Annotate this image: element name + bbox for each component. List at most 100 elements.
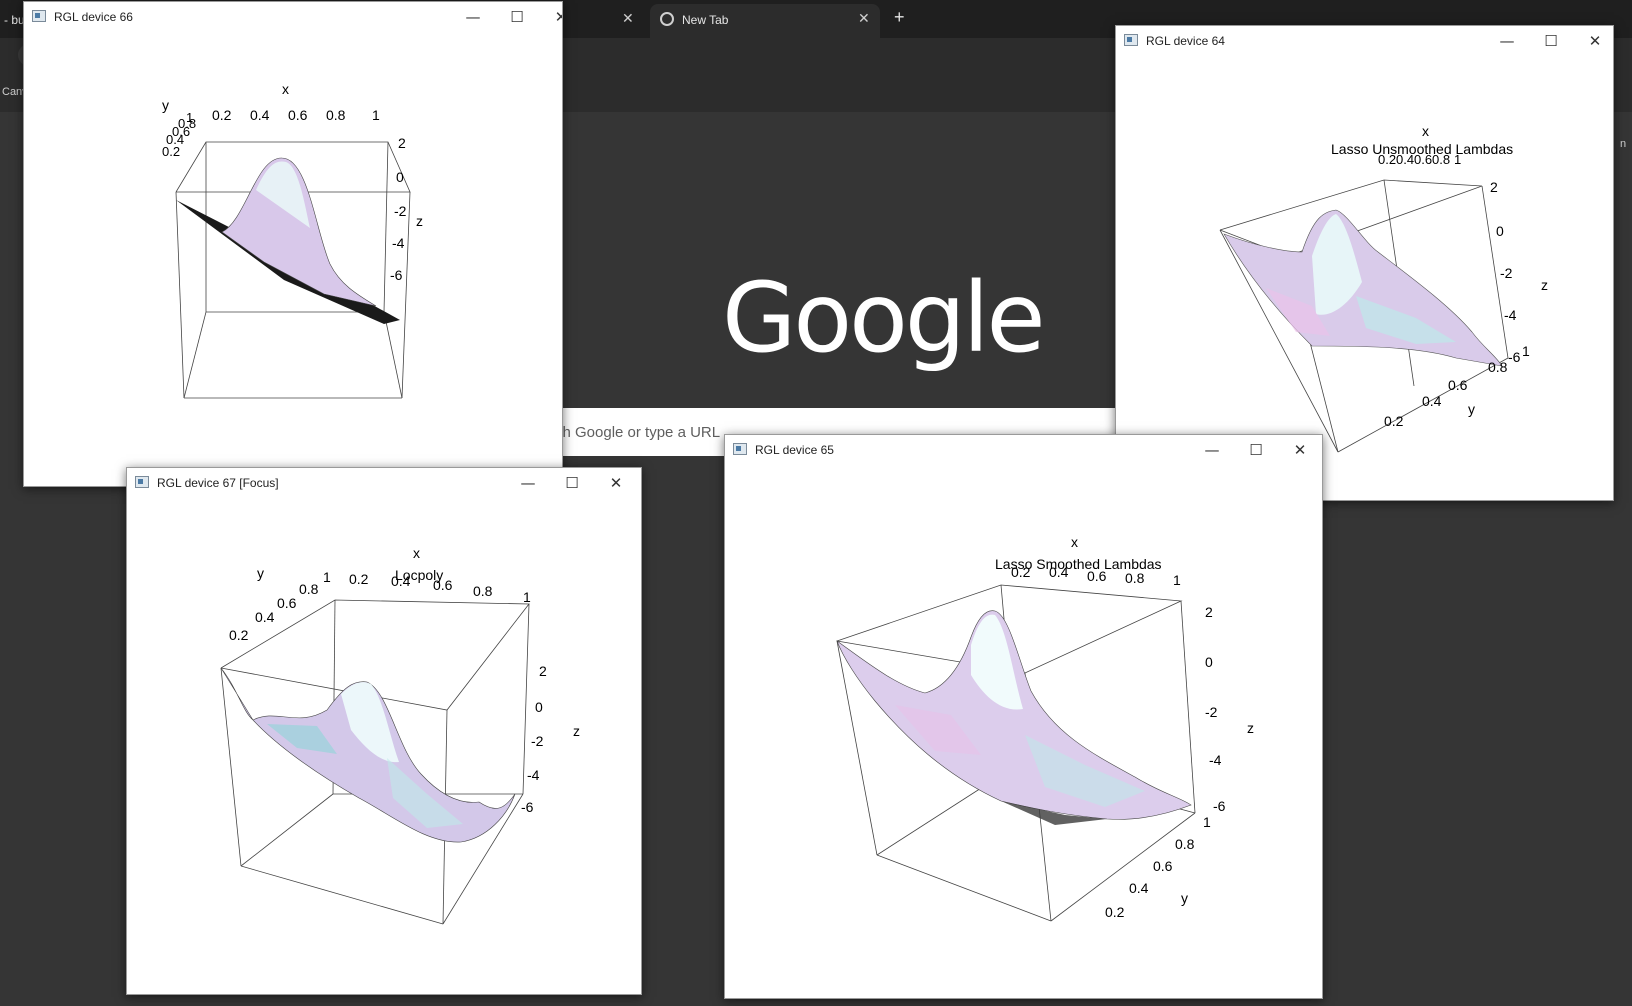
window-titlebar[interactable]: RGL device 66 — ☐ ✕ [24,2,562,32]
rgl-window-64[interactable]: RGL device 64 — ☐ ✕ Lasso Unsmoothed Lam… [1115,25,1614,501]
bounding-box [220,599,530,925]
y-tick-labels: 0.2 0.4 0.6 0.8 1 [229,569,331,643]
tab-hidden[interactable]: ✕ [560,4,634,38]
x-tick: 0.4 [250,107,270,123]
x-tick: 0.2 [349,571,369,587]
window-titlebar[interactable]: RGL device 67 [Focus] — ☐ ✕ [127,468,641,498]
new-tab-button[interactable]: + [890,4,914,38]
minimize-icon[interactable]: — [1499,32,1515,50]
close-icon[interactable]: ✕ [1293,441,1307,459]
window-title: RGL device 65 [755,443,834,457]
z-tick: -4 [527,767,540,783]
close-icon[interactable]: ✕ [609,474,623,492]
minimize-icon[interactable]: — [1204,441,1220,459]
y-tick: 0.8 [1175,836,1195,852]
rgl-app-icon [1124,34,1138,46]
surface-plot[interactable]: Lasso Unsmoothed Lambdas x y z 0.2 0.4 0… [1116,56,1613,500]
z-tick-labels: 2 0 -2 -4 -6 [390,135,407,283]
y-tick: 1 [1203,814,1211,830]
y-tick-labels: 0.2 0.4 0.6 0.8 1 [162,110,196,159]
close-icon[interactable]: ✕ [1588,32,1602,50]
x-tick: 0.2 [212,107,232,123]
plot-title: Lasso Unsmoothed Lambdas [1331,141,1513,157]
surface-plot[interactable]: Locpoly x y z 0.2 0.4 0.6 0.8 1 0.2 0.4 … [127,498,641,994]
window-title: RGL device 64 [1146,34,1225,48]
x-tick: 0.4 [1049,564,1069,580]
surface-plot[interactable]: Lasso Smoothed Lambdas x y z 0.2 0.4 0.6… [725,465,1322,998]
y-axis-label: y [257,565,264,581]
y-tick: 0.8 [178,116,196,131]
y-tick: 0.4 [166,132,184,147]
bookmark-item[interactable]: Canv [2,86,28,98]
x-tick: 1 [1173,572,1181,588]
maximize-icon[interactable]: ☐ [1249,441,1263,459]
z-tick: -2 [531,733,544,749]
minimize-icon[interactable]: — [520,474,536,492]
window-titlebar[interactable]: RGL device 64 — ☐ ✕ [1116,26,1613,56]
x-axis-label: x [413,545,420,561]
rgl-window-67[interactable]: RGL device 67 [Focus] — ☐ ✕ Locpoly x y … [126,467,642,995]
z-tick: -6 [390,267,403,283]
x-tick: 0.8 [1432,152,1450,167]
surface [220,667,516,843]
x-tick: 0.2 [1378,152,1396,167]
z-tick-labels: 2 0 -2 -4 -6 [521,663,547,815]
tab-label: New Tab [682,13,729,27]
rgl-app-icon [135,476,149,488]
y-tick: 0.2 [162,144,180,159]
z-tick-labels: 2 0 -2 -4 -6 [1205,604,1226,814]
x-tick: 0.6 [288,107,308,123]
tab-close-icon[interactable]: ✕ [622,10,634,26]
x-axis-label: x [282,81,289,97]
y-tick: 1 [186,110,193,125]
z-tick: -6 [1508,349,1521,365]
z-tick: 2 [1205,604,1213,620]
z-axis-label: z [1541,277,1548,293]
maximize-icon[interactable]: ☐ [565,474,579,492]
z-axis-label: z [1247,720,1254,736]
z-tick: -4 [392,235,405,251]
y-tick: 0.6 [172,124,190,139]
tab-label: - bu [4,13,25,27]
surface-plot[interactable]: x y z 0.2 0.4 0.6 0.8 1 0.2 0.4 0.6 0.8 … [24,32,562,486]
bounding-box [175,141,411,399]
z-tick: -2 [1205,704,1218,720]
plot-title: Lasso Smoothed Lambdas [995,556,1162,572]
y-tick-labels: 0.2 0.4 0.6 0.8 1 [1384,343,1530,429]
x-tick: 0.8 [1125,570,1145,586]
z-tick: 0 [1205,654,1213,670]
tab-partial[interactable]: - bu [0,4,40,38]
z-axis-label: z [416,213,423,229]
z-axis-label: z [573,723,580,739]
rgl-window-66[interactable]: RGL device 66 — ☐ ✕ x y z 0.2 0.4 0.6 [23,1,563,487]
y-tick: 0.8 [1488,359,1508,375]
y-tick: 0.2 [1105,904,1125,920]
close-icon[interactable]: ✕ [546,6,562,28]
y-tick: 0.2 [229,627,249,643]
plus-icon: + [894,7,905,27]
window-titlebar[interactable]: RGL device 65 — ☐ ✕ [725,435,1322,465]
search-placeholder: rch Google or type a URL [550,424,721,441]
tab-close-icon[interactable]: ✕ [858,10,870,26]
maximize-icon[interactable]: ☐ [1544,32,1558,50]
y-tick: 0.4 [255,609,275,625]
tab-new-tab[interactable]: New Tab ✕ [650,4,880,38]
z-tick: -6 [521,799,534,815]
minimize-icon[interactable]: — [465,8,481,26]
plot-title: Locpoly [395,567,443,583]
z-tick: 2 [1490,179,1498,195]
y-tick: 0.6 [1448,377,1468,393]
z-tick: -4 [1209,752,1222,768]
z-tick: 0 [535,699,543,715]
x-tick: 0.4 [1396,152,1414,167]
y-tick: 1 [323,569,331,585]
x-tick: 1 [1454,152,1461,167]
x-tick: 0.8 [326,107,346,123]
x-tick: 0.8 [473,583,493,599]
rgl-window-65[interactable]: RGL device 65 — ☐ ✕ Lasso Smoothed Lambd… [724,434,1323,999]
y-tick: 0.6 [1153,858,1173,874]
maximize-icon[interactable]: ☐ [510,8,524,26]
z-tick: -2 [1500,265,1513,281]
z-tick: -4 [1504,307,1517,323]
x-tick-labels: 0.2 0.4 0.6 0.8 1 [349,571,531,605]
